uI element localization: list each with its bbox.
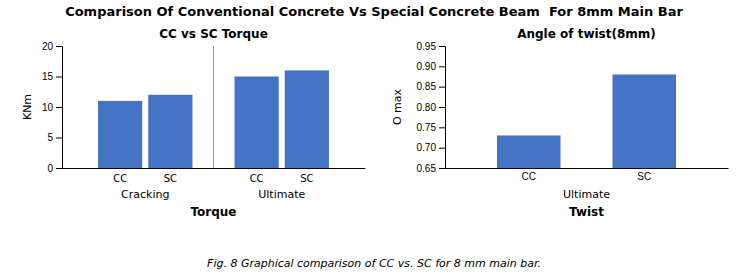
x-axis-line <box>446 168 729 169</box>
y-tick-label: 0.85 <box>417 81 437 92</box>
y-axis-title: KNm <box>21 94 34 120</box>
y-tick-label: 20 <box>42 41 54 52</box>
y-axis-line <box>56 47 63 169</box>
x-axis-line <box>63 168 366 169</box>
y-axis: 0 5 10 15 20 <box>42 41 63 174</box>
chart-panel: 0.65 0.70 0.75 0.80 0.85 0.90 0.95 CC SC Ultimate… <box>391 27 729 219</box>
y-tick-line <box>439 148 445 149</box>
y-tick-label: 10 <box>42 102 54 113</box>
y-tick: 10 <box>42 102 62 113</box>
bar-label: SC <box>164 173 177 184</box>
bar <box>98 101 142 168</box>
bar-label: CC <box>250 173 264 184</box>
y-tick-line <box>439 127 445 128</box>
x-axis-title: Torque <box>190 205 236 219</box>
group-label: Ultimate <box>258 188 305 201</box>
y-axis: 0.65 0.70 0.75 0.80 0.85 0.90 0.95 <box>417 41 446 174</box>
x-tick: CC <box>522 168 536 182</box>
y-tick-line <box>56 107 62 108</box>
y-tick-line <box>439 66 445 67</box>
bar <box>235 77 279 169</box>
y-tick-label: 0.80 <box>417 102 437 113</box>
group-divider <box>213 46 214 168</box>
y-tick: 0.95 <box>417 41 445 52</box>
bar-label: SC <box>300 173 313 184</box>
y-axis-line <box>439 47 446 169</box>
x-tick-label: SC <box>637 171 651 182</box>
annotation: Ultimate <box>563 188 610 201</box>
y-tick: 5 <box>47 132 62 143</box>
y-tick-label: 0.70 <box>417 142 437 153</box>
y-tick: 20 <box>42 41 62 52</box>
y-tick-label: 0.95 <box>417 41 437 52</box>
y-tick: 0.75 <box>417 122 445 133</box>
y-tick-line <box>439 46 445 47</box>
y-tick: 0.65 <box>417 163 445 174</box>
y-tick-label: 0.90 <box>417 61 437 72</box>
y-tick-label: 15 <box>42 71 54 82</box>
bar <box>612 74 676 168</box>
y-tick-line <box>56 138 62 139</box>
x-axis <box>63 168 366 169</box>
bar <box>497 135 561 168</box>
y-tick-label: 0.65 <box>417 163 437 174</box>
y-tick: 0 <box>47 163 62 174</box>
y-tick-line <box>439 107 445 108</box>
bar-label: CC <box>113 173 127 184</box>
figure-title: Comparison Of Conventional Concrete Vs S… <box>65 4 683 19</box>
y-tick-label: 5 <box>47 132 53 143</box>
x-axis-title: Twist <box>569 205 604 219</box>
y-tick-label: 0 <box>47 163 53 174</box>
y-tick-line <box>439 168 445 169</box>
bar <box>285 70 329 168</box>
y-tick-line <box>439 87 445 88</box>
y-axis-title: O max <box>391 88 404 125</box>
chart-title: Angle of twist(8mm) <box>517 27 656 41</box>
y-tick: 15 <box>42 71 62 82</box>
y-tick: 0.80 <box>417 102 445 113</box>
y-tick: 0.70 <box>417 142 445 153</box>
y-tick: 0.85 <box>417 81 445 92</box>
plot-area <box>497 74 676 168</box>
x-tick-label: CC <box>522 171 536 182</box>
chart-title: CC vs SC Torque <box>159 27 268 41</box>
y-tick-line <box>56 77 62 78</box>
chart-root: Comparison Of Conventional Concrete Vs S… <box>0 0 748 275</box>
group-label: Cracking <box>121 188 169 201</box>
figure-caption: Fig. 8 Graphical comparison of CC vs. SC… <box>207 257 541 270</box>
chart-panel: 0 5 10 15 20 CC SC Cracking CC SC Ultimate Torque KN… <box>21 27 366 219</box>
y-tick-line <box>56 46 62 47</box>
y-tick: 0.90 <box>417 61 445 72</box>
bar <box>148 95 192 168</box>
x-axis: CC SC <box>446 168 729 182</box>
y-tick-label: 0.75 <box>417 122 437 133</box>
y-tick-line <box>56 168 62 169</box>
x-tick: SC <box>637 168 651 182</box>
